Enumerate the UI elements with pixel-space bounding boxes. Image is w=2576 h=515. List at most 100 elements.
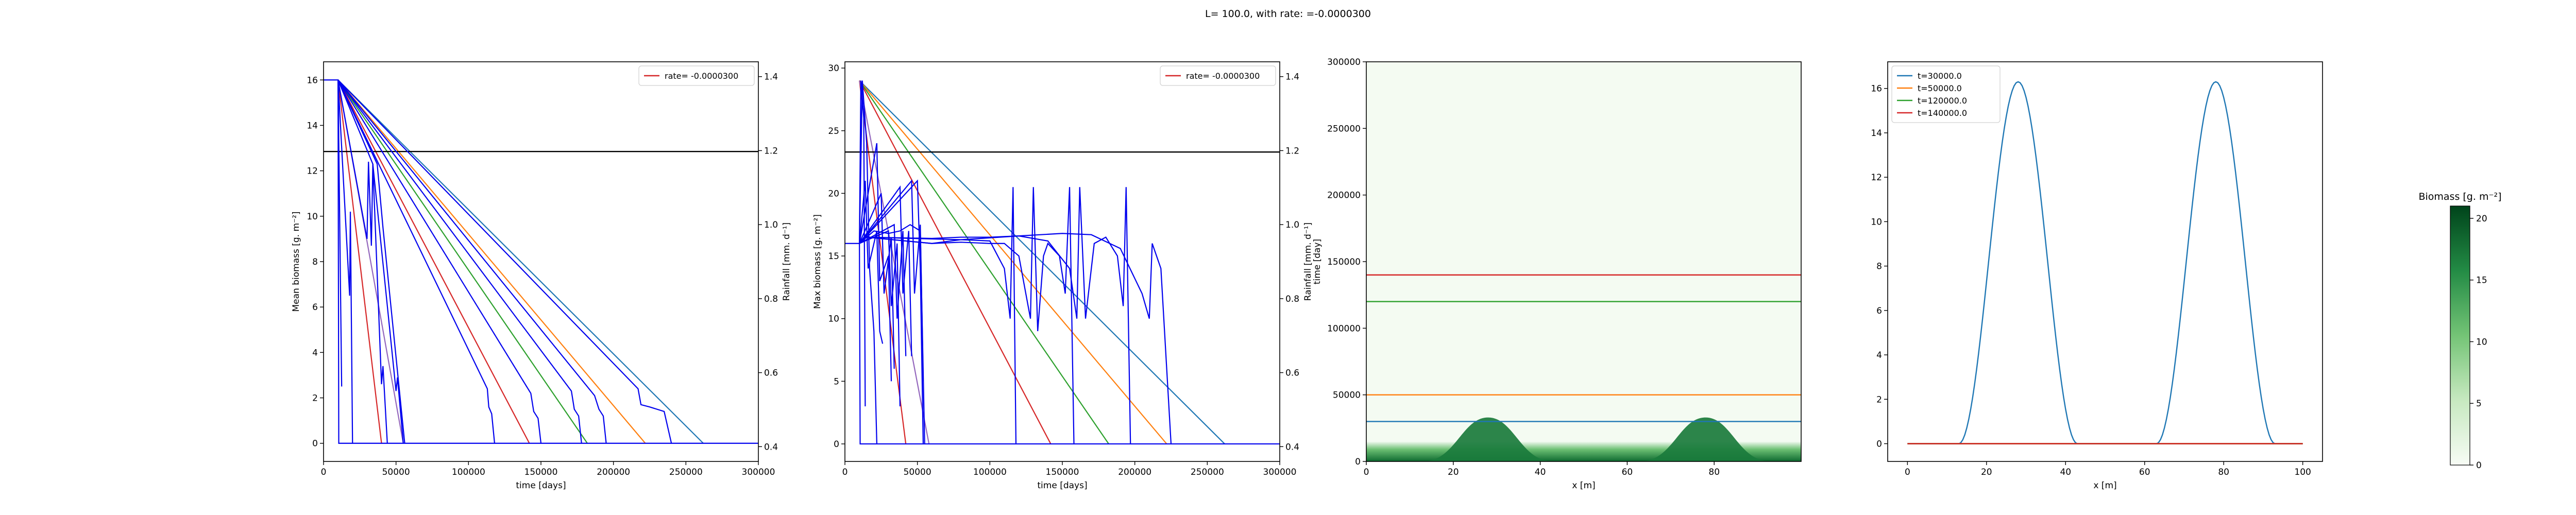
colorbar-tick-label: 0: [2476, 460, 2482, 471]
y-tick-label: 0: [1876, 439, 1882, 450]
rainfall-line: [859, 80, 1109, 444]
colorbar-gradient: [2450, 205, 2470, 466]
biomass-line: [845, 243, 1280, 445]
y-tick-label: 10: [1871, 217, 1882, 227]
legend: t=30000.0 t=50000.0 t=120000.0 t=140000.0: [1891, 65, 2001, 123]
y-right-tick-label: 0.6: [764, 368, 778, 379]
biomass-line: [324, 79, 758, 444]
axes-frame: [844, 61, 1280, 462]
x-tick-label: 150000: [524, 467, 558, 477]
y-axis-label: Mean biomass [g. m⁻²]: [291, 212, 301, 312]
biomass-line: [859, 179, 924, 382]
x-tick-label: 40: [1535, 467, 1546, 477]
y-tick-label: 200000: [1327, 191, 1361, 201]
axes-frame: [323, 61, 759, 462]
biomass-line: [859, 193, 895, 369]
legend-label: t=50000.0: [1918, 83, 1962, 93]
x-tick-label: 0: [842, 467, 848, 477]
x-tick-label: 60: [2139, 467, 2150, 477]
x-axis-label: time [days]: [516, 480, 566, 491]
legend-label: rate= -0.0000300: [665, 71, 738, 81]
biomass-line: [337, 79, 405, 443]
y-tick-label: 25: [828, 126, 839, 136]
x-tick-label: 300000: [1263, 467, 1297, 477]
y-tick-label: 12: [307, 166, 318, 177]
legend-box: [1891, 65, 2001, 123]
y-tick-label: 100000: [1327, 323, 1361, 334]
rainfall-line: [337, 79, 530, 444]
biomass-line: [867, 233, 1172, 444]
y-right-axis-label: Rainfall [mm. d⁻¹]: [782, 222, 792, 301]
x-tick-label: 60: [1622, 467, 1633, 477]
x-tick-label: 200000: [597, 467, 630, 477]
x-tick-label: 300000: [742, 467, 775, 477]
colorbar-tick-label: 20: [2476, 214, 2487, 224]
biomass-line: [859, 180, 884, 344]
y-tick-label: 5: [834, 376, 839, 387]
rainfall-line: [859, 80, 1225, 444]
y-tick-label: 300000: [1327, 57, 1361, 67]
y-right-tick-label: 1.4: [764, 72, 778, 82]
colorbar: 0 5 10 15 20 Biomass [g. m⁻²]: [2418, 191, 2501, 471]
biomass-line: [337, 79, 542, 443]
colorbar-tick-label: 15: [2476, 276, 2487, 286]
x-tick-label: 100000: [452, 467, 485, 477]
subplot-3: 0 20 40 60 800500001000001500002000002500003…: [1312, 57, 2502, 491]
rainfall-line: [859, 80, 1167, 444]
y-tick-label: 16: [1871, 84, 1882, 94]
x-tick-label: 250000: [1191, 467, 1224, 477]
y-tick-label: 10: [828, 314, 839, 324]
x-tick-label: 40: [2060, 467, 2071, 477]
x-tick-label: 250000: [669, 467, 703, 477]
y-right-axis-label: Rainfall [mm. d⁻¹]: [1303, 222, 1313, 301]
y-tick-label: 16: [307, 75, 318, 85]
legend-label: t=140000.0: [1918, 108, 1967, 118]
biomass-line: [337, 79, 607, 443]
rainfall-line: [859, 80, 930, 444]
y-right-tick-label: 0.8: [1285, 294, 1299, 304]
biomass-line: [337, 79, 404, 443]
biomass-line: [859, 179, 924, 444]
biomass-line: [867, 187, 1131, 444]
y-axis-label: Max biomass [g. m⁻²]: [812, 214, 823, 309]
x-tick-label: 20: [1981, 467, 1992, 477]
rainfall-line: [337, 80, 382, 443]
y-tick-label: 250000: [1327, 124, 1361, 134]
x-tick-label: 80: [1708, 467, 1720, 477]
x-tick-label: 0: [1905, 467, 1910, 477]
legend: rate= -0.0000300: [1160, 65, 1276, 86]
legend-label: rate= -0.0000300: [1186, 71, 1260, 81]
y-right-tick-label: 1.4: [1285, 72, 1299, 82]
subplots: 0 50000 100000 150000 200000 250000 3000000246…: [291, 57, 2502, 491]
y-tick-label: 10: [307, 212, 318, 222]
x-tick-label: 100000: [973, 467, 1007, 477]
biomass-line: [337, 80, 343, 387]
biomass-line: [337, 79, 672, 443]
biomass-line: [337, 80, 388, 443]
y-tick-label: 14: [307, 121, 318, 131]
subplot-1: 0 50000 100000 150000 200000 250000 300000 0 2 4 6…: [291, 61, 792, 491]
y-axis-label: time [day]: [1312, 239, 1323, 284]
y-right-tick-label: 1.0: [1285, 220, 1299, 230]
y-tick-label: 0: [834, 439, 839, 450]
x-tick-label: 100: [2294, 467, 2311, 477]
y-tick-label: 14: [1871, 128, 1882, 139]
x-axis-label: x [m]: [2093, 480, 2116, 491]
subplot-2: 0 50000 100000 150000 200000 250000 300000 0 5 10…: [812, 61, 1313, 491]
heatmap-patch: [1422, 417, 1553, 461]
rainfall-line: [337, 79, 704, 444]
y-tick-label: 12: [1871, 173, 1882, 183]
y-tick-label: 8: [312, 257, 318, 267]
legend: rate= -0.0000300: [638, 65, 755, 86]
biomass-line: [337, 79, 496, 443]
colorbar-title: Biomass [g. m⁻²]: [2418, 191, 2501, 202]
y-tick-label: 4: [312, 348, 318, 358]
colorbar-tick-label: 10: [2476, 337, 2487, 347]
biomass-line: [859, 185, 912, 356]
legend-label: t=30000.0: [1918, 71, 1962, 81]
y-tick-label: 0: [1355, 457, 1361, 467]
rainfall-line: [859, 80, 1052, 444]
x-tick-label: 50000: [382, 467, 410, 477]
biomass-line: [859, 143, 892, 382]
y-tick-label: 6: [1876, 306, 1882, 316]
